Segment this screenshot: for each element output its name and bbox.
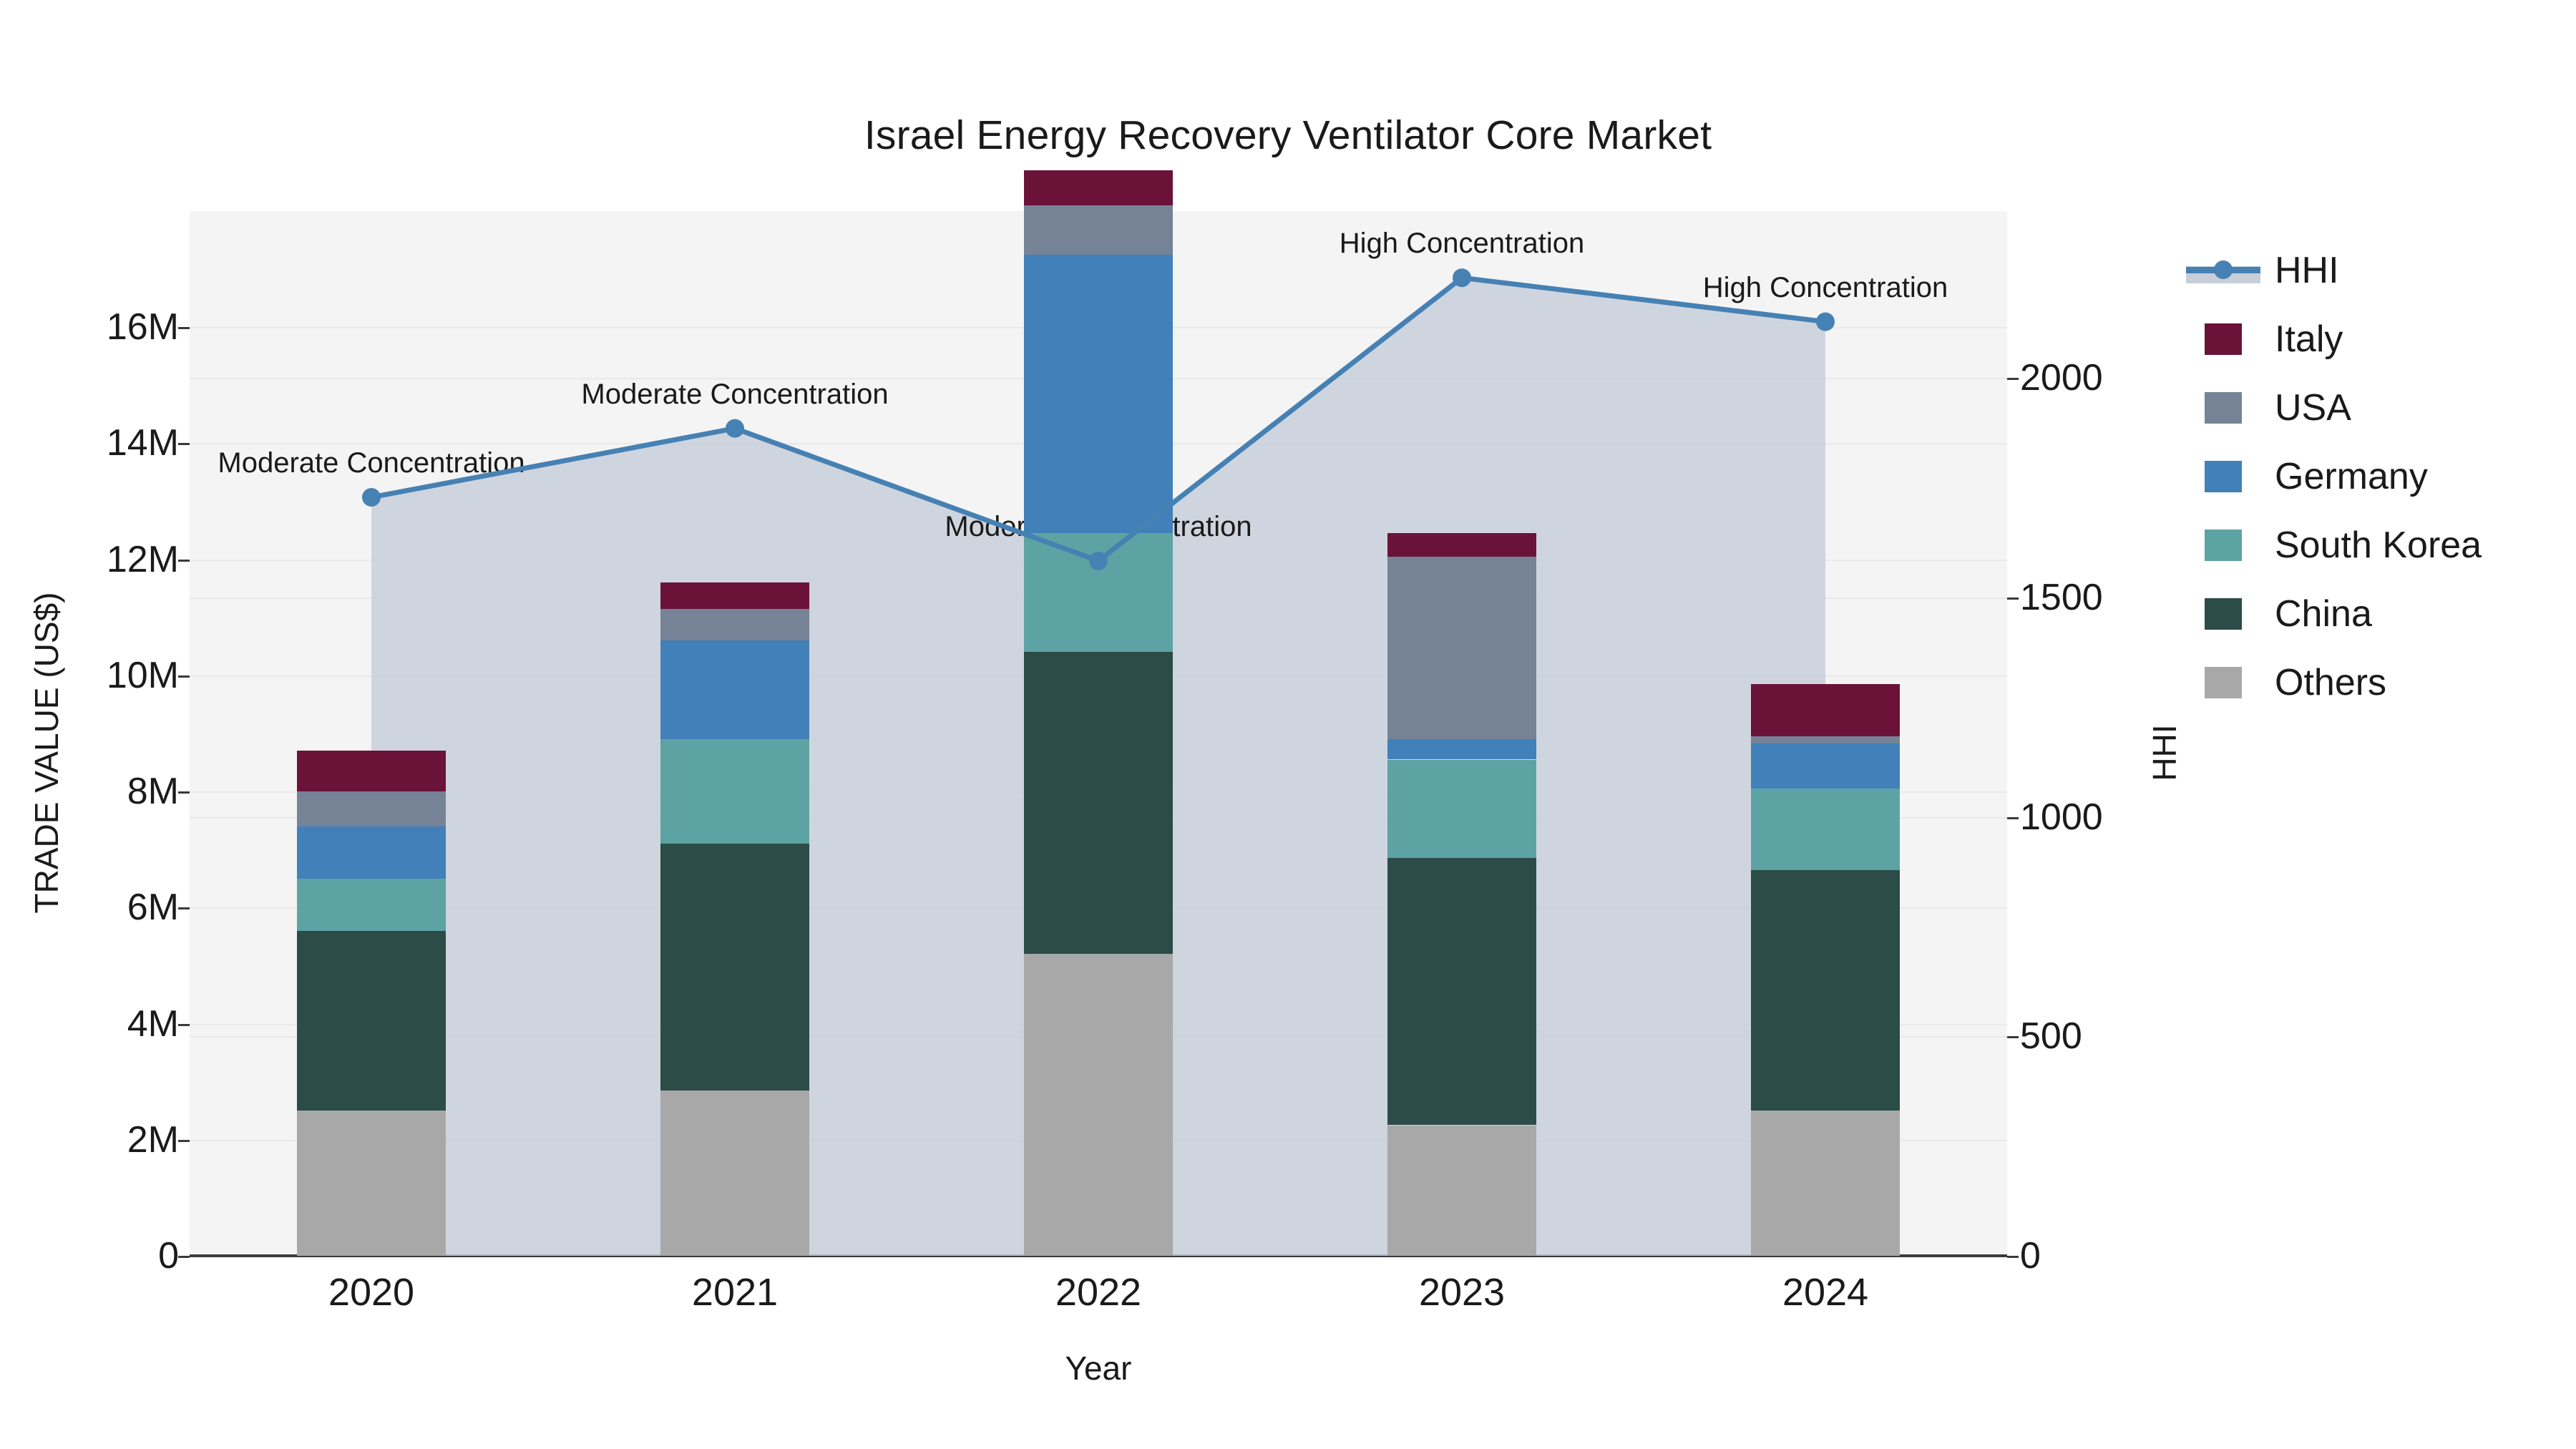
x-axis-tick-label: 2023 <box>1418 1271 1506 1314</box>
bar-segment[interactable] <box>660 608 809 641</box>
y-axis-tick-label: 0 <box>158 1235 179 1277</box>
legend-color-swatch <box>2205 461 2242 492</box>
legend-color-swatch <box>2205 598 2242 630</box>
bar-segment[interactable] <box>297 791 446 826</box>
bar-segment[interactable] <box>1024 170 1173 205</box>
legend-item[interactable]: USA <box>2186 374 2558 442</box>
bar-segment[interactable] <box>297 878 446 931</box>
bar-segment[interactable] <box>660 582 809 609</box>
secondary-y-axis-tick-mark <box>2007 1036 2019 1039</box>
bar-segment[interactable] <box>660 739 809 844</box>
secondary-y-axis-tick-mark <box>2007 378 2019 381</box>
secondary-y-axis-tick-label: 1500 <box>2020 576 2103 618</box>
x-axis-tick-label: 2020 <box>328 1271 415 1314</box>
secondary-y-axis-tick-label: 0 <box>2020 1235 2041 1277</box>
y-axis-tick-mark <box>178 1256 190 1258</box>
bar-segment[interactable] <box>297 751 446 792</box>
legend-item-label: HHI <box>2275 250 2339 291</box>
legend-item[interactable]: Others <box>2186 648 2558 717</box>
legend-item[interactable]: Italy <box>2186 305 2558 374</box>
legend-item[interactable]: HHI <box>2186 236 2558 305</box>
y-axis-tick-mark <box>178 675 190 678</box>
bar-segment[interactable] <box>1024 533 1173 653</box>
y-axis-tick-label: 2M <box>127 1118 179 1161</box>
bar-segment[interactable] <box>660 844 809 1091</box>
bar-segment[interactable] <box>1387 556 1536 740</box>
x-axis-title: Year <box>1065 1350 1132 1387</box>
y-axis-tick-label: 14M <box>106 422 179 464</box>
bar-segment[interactable] <box>297 930 446 1111</box>
legend-color-swatch <box>2205 323 2242 355</box>
bar-segment[interactable] <box>1387 759 1536 859</box>
x-axis-tick-label: 2024 <box>1782 1271 1869 1314</box>
bar-segment[interactable] <box>660 640 809 740</box>
legend-item-label: Italy <box>2275 318 2343 360</box>
legend-item[interactable]: Germany <box>2186 442 2558 511</box>
bar-segment[interactable] <box>1751 743 1900 789</box>
bar-segment[interactable] <box>660 1090 809 1256</box>
legend-item-label: Germany <box>2275 456 2428 497</box>
y-axis-tick-label: 4M <box>127 1002 179 1045</box>
bar-segment[interactable] <box>297 826 446 879</box>
y-axis-tick-mark <box>178 791 190 794</box>
bar-segment[interactable] <box>1024 254 1173 534</box>
y-axis-tick-mark <box>178 327 190 330</box>
chart-legend: HHI Italy USA Germany South Korea China Others <box>2186 236 2558 717</box>
y-axis-tick-label: 8M <box>127 771 179 813</box>
y-axis-tick-label: 12M <box>106 538 179 580</box>
bar-segment[interactable] <box>1751 1111 1900 1256</box>
secondary-y-axis-tick-mark <box>2007 1256 2019 1258</box>
legend-item-label: USA <box>2275 387 2351 429</box>
y-axis-tick-mark <box>178 443 190 446</box>
bar-segment[interactable] <box>1387 858 1536 1126</box>
bar-segment[interactable] <box>1387 533 1536 557</box>
legend-color-swatch <box>2205 392 2242 424</box>
bar-segment[interactable] <box>1751 736 1900 743</box>
bar-segment[interactable] <box>297 1111 446 1256</box>
secondary-y-axis-tick-label: 1000 <box>2020 796 2103 838</box>
legend-item[interactable]: South Korea <box>2186 511 2558 580</box>
x-axis-tick-label: 2021 <box>691 1271 779 1314</box>
chart-title-line-1: Israel Energy Recovery Ventilator Core M… <box>864 112 1712 159</box>
bar-segment[interactable] <box>1387 1125 1536 1256</box>
secondary-y-axis-tick-mark <box>2007 597 2019 600</box>
y-axis-tick-mark <box>178 1139 190 1142</box>
bar-segment[interactable] <box>1387 739 1536 760</box>
x-axis-tick-label: 2022 <box>1055 1271 1142 1314</box>
legend-item[interactable]: China <box>2186 580 2558 648</box>
legend-item-label: South Korea <box>2275 525 2482 566</box>
bar-segment[interactable] <box>1751 789 1900 870</box>
legend-color-swatch <box>2205 667 2242 698</box>
bar-segment[interactable] <box>1751 869 1900 1111</box>
legend-line-marker <box>2214 260 2233 279</box>
bar-segment[interactable] <box>1751 684 1900 737</box>
secondary-y-axis-tick-label: 2000 <box>2020 357 2103 399</box>
secondary-y-axis-tick-mark <box>2007 816 2019 819</box>
legend-color-swatch <box>2205 530 2242 561</box>
hhi-annotation-label: High Concentration <box>1339 228 1585 260</box>
y-axis-tick-mark <box>178 559 190 562</box>
y-axis-tick-label: 6M <box>127 887 179 929</box>
y-axis-tick-mark <box>178 1023 190 1026</box>
bar-segment[interactable] <box>1024 652 1173 955</box>
bar-segment[interactable] <box>1024 205 1173 255</box>
legend-line-swatch <box>2186 255 2260 286</box>
y-axis-tick-label: 16M <box>106 306 179 348</box>
bar-segment[interactable] <box>1024 954 1173 1256</box>
secondary-y-axis-tick-label: 500 <box>2020 1015 2082 1058</box>
y-axis-tick-mark <box>178 907 190 910</box>
legend-item-label: Others <box>2275 662 2387 703</box>
y-axis-tick-label: 10M <box>106 654 179 696</box>
legend-item-label: China <box>2275 593 2372 635</box>
